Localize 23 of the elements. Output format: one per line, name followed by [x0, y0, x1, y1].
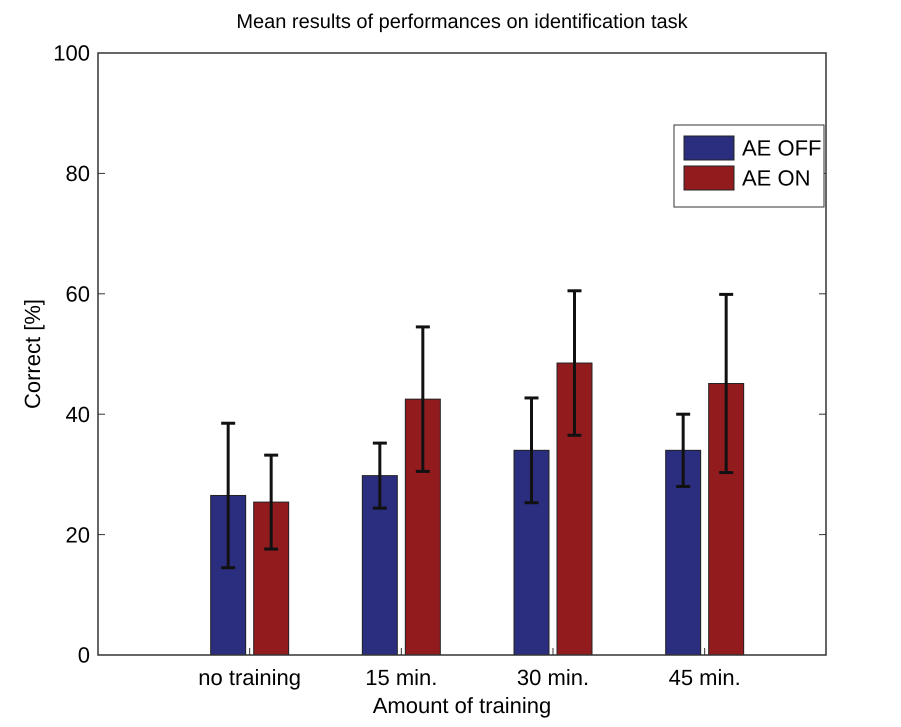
y-tick-label: 100	[53, 40, 90, 66]
y-axis-title: Correct [%]	[20, 298, 45, 410]
bar	[362, 475, 398, 656]
y-tick-label: 80	[66, 161, 90, 186]
bar	[514, 450, 550, 656]
bar	[665, 450, 702, 656]
bar	[210, 494, 246, 656]
y-tick-label: 40	[66, 402, 90, 427]
bar	[556, 362, 592, 656]
x-axis-title: Amount of training	[372, 693, 552, 718]
y-tick-label: 20	[66, 522, 90, 548]
legend-label: AE OFF	[742, 136, 822, 161]
x-tick-label: no training	[198, 665, 302, 690]
y-tick-label: 60	[66, 282, 90, 306]
bar	[708, 383, 744, 656]
y-tick-label: 0	[78, 642, 90, 668]
x-tick-label: 45 min.	[668, 665, 741, 690]
chart-title: Mean results of performances on identification task	[236, 11, 689, 33]
x-tick-label: 15 min.	[365, 665, 438, 690]
x-tick-label: 30 min.	[516, 665, 590, 690]
bar	[253, 502, 290, 656]
legend-label: AE ON	[742, 166, 810, 191]
bar	[404, 398, 441, 656]
